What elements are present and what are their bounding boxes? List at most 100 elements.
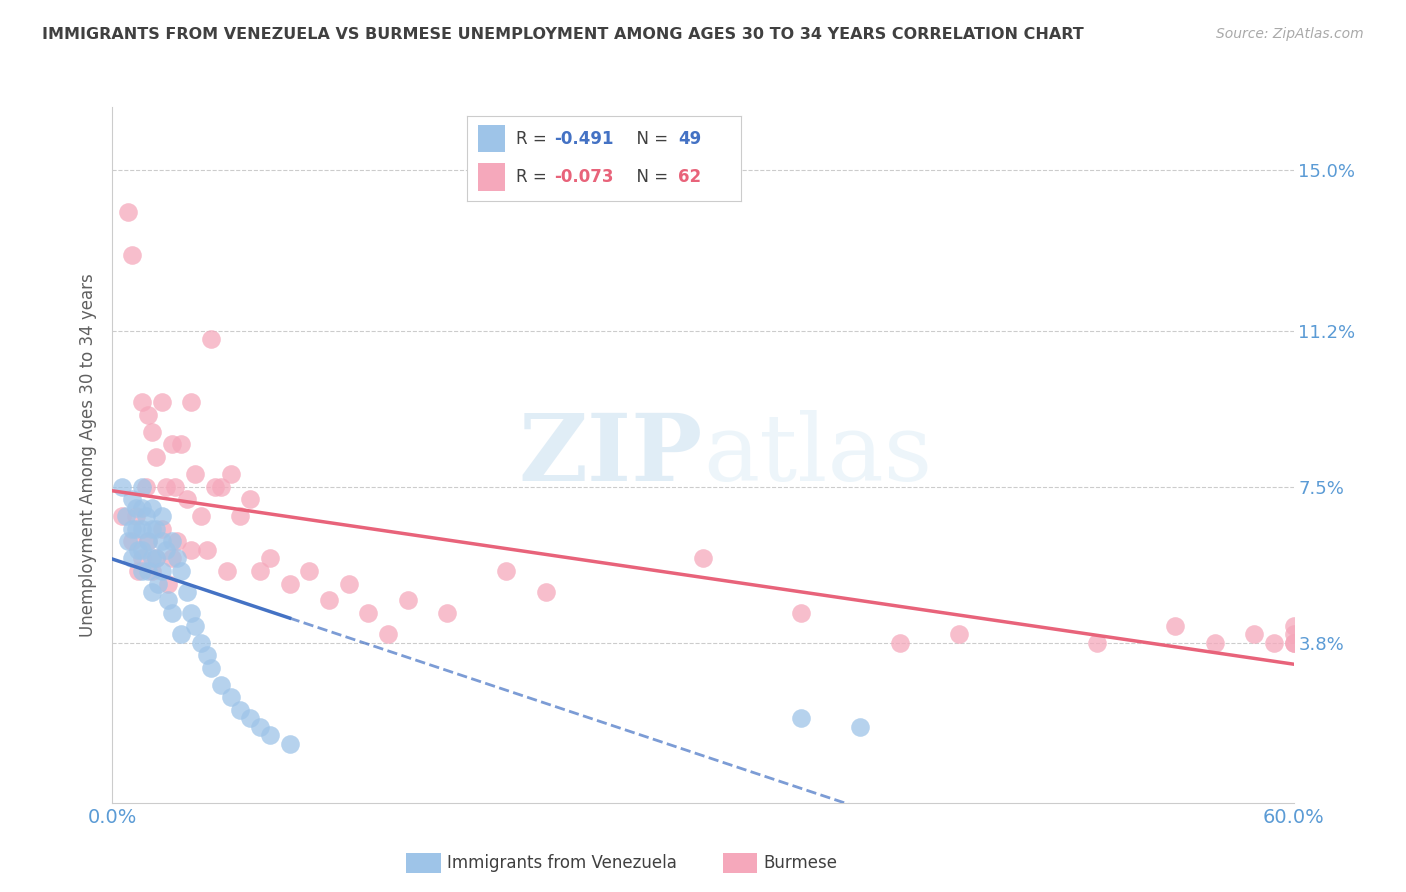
Point [436, 606, 458, 620]
Point [184, 618, 207, 632]
Point [239, 711, 262, 725]
Point [790, 711, 813, 725]
Point [229, 703, 252, 717]
Point [204, 479, 226, 493]
Point [180, 395, 202, 409]
Point [141, 551, 163, 566]
Text: Immigrants from Venezuela: Immigrants from Venezuela [447, 854, 678, 872]
Bar [723, 853, 758, 873]
Point [150, 564, 173, 578]
Point [692, 551, 714, 566]
Point [136, 534, 159, 549]
Point [156, 576, 179, 591]
Point [1243, 627, 1265, 641]
Point [141, 564, 163, 578]
Point [136, 534, 159, 549]
Point [156, 593, 179, 607]
Point [141, 585, 163, 599]
Text: IMMIGRANTS FROM VENEZUELA VS BURMESE UNEMPLOYMENT AMONG AGES 30 TO 34 YEARS CORR: IMMIGRANTS FROM VENEZUELA VS BURMESE UNE… [42, 27, 1084, 42]
Point [127, 542, 149, 557]
Point [849, 720, 872, 734]
Point [1085, 635, 1108, 649]
Point [889, 635, 911, 649]
Text: Burmese: Burmese [763, 854, 838, 872]
Text: N =: N = [626, 168, 673, 186]
Point [125, 500, 148, 515]
Point [1282, 635, 1305, 649]
Point [160, 551, 183, 566]
Point [125, 509, 148, 524]
Text: atlas: atlas [703, 410, 932, 500]
Point [200, 661, 222, 675]
Point [239, 492, 262, 507]
Point [229, 509, 252, 524]
Point [170, 437, 193, 451]
Bar [478, 163, 505, 191]
Point [1204, 635, 1226, 649]
Point [160, 606, 183, 620]
Point [1282, 618, 1305, 632]
Point [131, 551, 153, 566]
Text: 62: 62 [678, 168, 702, 186]
Point [117, 205, 139, 219]
Point [195, 542, 218, 557]
Point [184, 467, 207, 481]
Point [176, 585, 198, 599]
Text: Source: ZipAtlas.com: Source: ZipAtlas.com [1216, 27, 1364, 41]
Text: R =: R = [516, 168, 553, 186]
Point [165, 479, 187, 493]
Point [948, 627, 970, 641]
Text: R =: R = [516, 130, 553, 148]
Point [396, 593, 419, 607]
Point [790, 606, 813, 620]
Point [160, 437, 183, 451]
Point [337, 576, 360, 591]
Point [136, 564, 159, 578]
Point [150, 522, 173, 536]
Point [180, 542, 202, 557]
Point [146, 576, 169, 591]
Point [180, 606, 202, 620]
Point [155, 542, 177, 557]
Point [135, 509, 157, 524]
Point [357, 606, 380, 620]
Point [200, 332, 222, 346]
Bar [406, 853, 441, 873]
Point [111, 479, 134, 493]
Point [136, 408, 159, 422]
Text: -0.491: -0.491 [554, 130, 614, 148]
Point [176, 492, 198, 507]
Point [131, 500, 153, 515]
Point [219, 690, 242, 705]
Point [249, 720, 271, 734]
Point [145, 551, 167, 566]
Point [155, 479, 177, 493]
Point [141, 500, 163, 515]
Point [219, 467, 242, 481]
Point [209, 479, 232, 493]
Point [150, 534, 173, 549]
Point [318, 593, 340, 607]
Point [278, 576, 301, 591]
Point [259, 728, 281, 742]
Point [127, 564, 149, 578]
Point [495, 564, 517, 578]
Point [195, 648, 218, 663]
Point [131, 479, 153, 493]
Bar [478, 125, 505, 153]
Point [111, 509, 134, 524]
Point [131, 564, 153, 578]
Point [1263, 635, 1285, 649]
Text: N =: N = [626, 130, 673, 148]
Point [131, 542, 153, 557]
Text: 49: 49 [678, 130, 702, 148]
Point [135, 479, 157, 493]
Point [141, 522, 163, 536]
Point [160, 534, 183, 549]
Point [141, 425, 163, 439]
Point [115, 509, 138, 524]
Point [190, 509, 212, 524]
Point [534, 585, 557, 599]
Point [209, 678, 232, 692]
Point [1164, 618, 1187, 632]
